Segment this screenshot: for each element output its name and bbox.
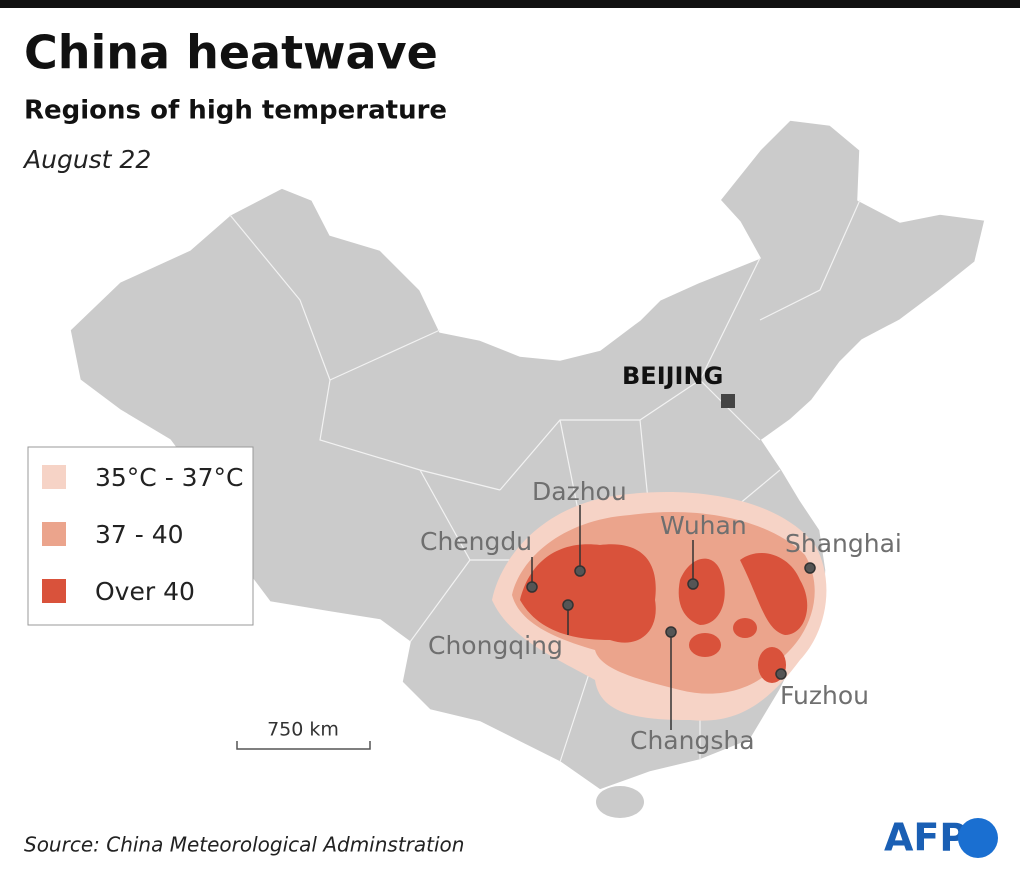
zone-over-40: [678, 558, 725, 625]
city-label: Dazhou: [532, 477, 627, 506]
capital-marker: [721, 394, 735, 408]
scale-label: 750 km: [267, 719, 339, 741]
logo-circle: [958, 818, 998, 858]
title: China heatwave: [24, 26, 438, 80]
capital: BEIJING: [622, 362, 735, 408]
zone-over-40: [689, 633, 721, 657]
subtitle: Regions of high temperature: [24, 96, 447, 126]
city-label: Shanghai: [785, 529, 902, 558]
legend-label: 35°C - 37°C: [95, 463, 243, 492]
date: August 22: [22, 145, 151, 174]
source: Source: China Meteorological Adminstrati…: [24, 833, 464, 857]
city-label: Chengdu: [420, 527, 532, 556]
zone-over-40: [740, 552, 808, 635]
legend-label: 37 - 40: [95, 520, 184, 549]
legend-label: Over 40: [95, 577, 195, 606]
legend-swatch: [42, 522, 66, 546]
zone-over-40: [733, 618, 757, 638]
zone-over-40: [520, 544, 656, 643]
hainan: [596, 786, 644, 818]
heat-zones: [492, 492, 827, 721]
legend-swatch: [42, 465, 66, 489]
city-label: Wuhan: [660, 511, 747, 540]
capital-label: BEIJING: [622, 362, 723, 390]
city-label: Changsha: [630, 726, 755, 755]
logo-text: AFP: [884, 816, 967, 860]
legend: 35°C - 37°C 37 - 40 Over 40: [27, 446, 254, 626]
scale-bar: [236, 741, 371, 750]
top-bar: [0, 0, 1020, 8]
cities: [526, 505, 816, 730]
city-label: Fuzhou: [780, 681, 869, 710]
legend-swatch: [42, 579, 66, 603]
city-label: Chongqing: [428, 631, 563, 660]
